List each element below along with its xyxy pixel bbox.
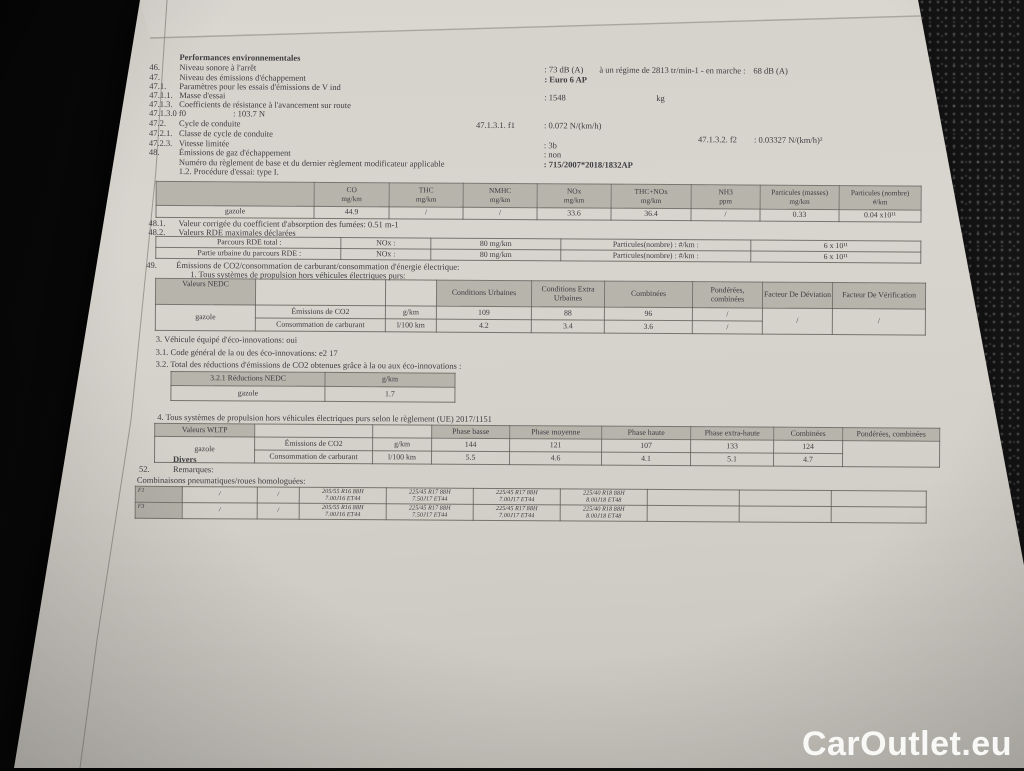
eco-line-3-2: 3.2. Total des réductions d'émissions de… (155, 358, 462, 371)
nedc-values-table: Valeurs NEDC Conditions Urbaines Conditi… (155, 278, 926, 336)
eco-line-3-1: 3.1. Code général de la ou des éco-innov… (155, 346, 338, 359)
tyres-intro: Combinaisons pneumatiques/roues homologu… (136, 474, 306, 486)
table-row: gazole 1.7 (170, 385, 455, 403)
pollutant-emissions-table: CO mg/km THC mg/km NMHC mg/km NOx mg/km THC+… (155, 181, 922, 223)
empty-header-cell (156, 181, 315, 207)
table-row: F3 / / 205/55 R16 88H 7.00J16 ET44 225/45… (135, 502, 927, 524)
eco-line-3: 3. Véhicule équipé d'éco-innovations: ou… (155, 333, 298, 345)
nedc-title-cell: Valeurs NEDC (155, 278, 256, 306)
tyre-combinations-table: F1 / / 205/55 R16 88H 7.00J16 ET44 225/45… (135, 486, 927, 524)
watermark: CarOutlet.eu (801, 725, 1012, 763)
nedc-reductions-table: 3.2.1 Réductions NEDC g/km gazole 1.7 (170, 371, 456, 403)
divers-title: Divers (172, 454, 197, 465)
wltp-title-cell: Valeurs WLTP (154, 423, 255, 438)
rde-values-table: Parcours RDE total : NOx : 80 mg/km Part… (155, 236, 921, 264)
section-4-line: 4. Tous systèmes de propulsion hors véhi… (157, 411, 492, 424)
